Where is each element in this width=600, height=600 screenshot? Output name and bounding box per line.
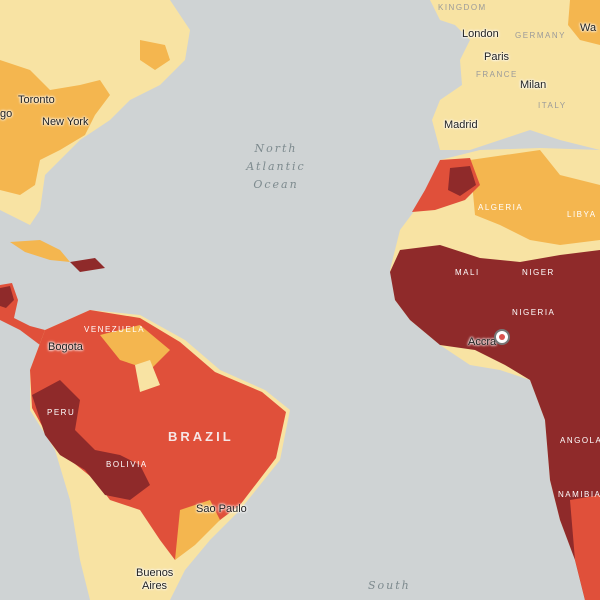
caribbean-dark (70, 258, 105, 272)
central-america (0, 283, 55, 345)
morocco-dark (448, 166, 476, 196)
europe-risk (568, 0, 600, 45)
south-america-mid (100, 325, 170, 370)
north-america-risk (0, 60, 110, 195)
north-america-risk-2 (140, 40, 170, 70)
north-africa-risk (470, 150, 600, 245)
south-america-dark (32, 380, 150, 500)
south-america-risk (30, 310, 286, 560)
south-america-pale (135, 360, 160, 392)
south-africa-risk (570, 495, 600, 600)
caribbean-islands (10, 240, 70, 262)
europe-land (430, 0, 600, 150)
sub-saharan-africa (390, 245, 600, 600)
south-america-mid-2 (175, 500, 220, 560)
location-marker-icon[interactable] (494, 329, 510, 345)
central-america-dark (0, 286, 14, 308)
